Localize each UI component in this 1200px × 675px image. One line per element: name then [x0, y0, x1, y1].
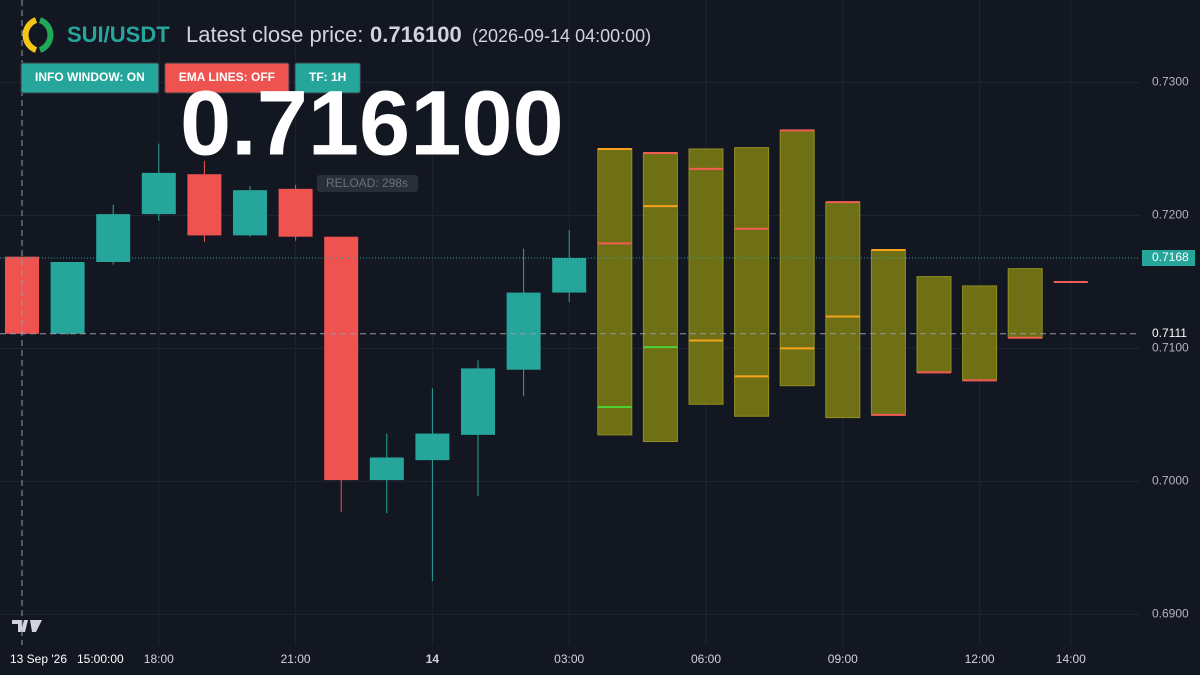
forecast-box [962, 285, 998, 381]
candle-body [233, 190, 267, 236]
x-tick-label: 18:00 [144, 652, 174, 666]
candle-body [141, 172, 176, 215]
tv-logo [12, 620, 42, 632]
candle-body [278, 188, 313, 237]
x-tick-label: 12:00 [965, 652, 995, 666]
candle-body [369, 457, 404, 481]
candle-body [187, 174, 222, 236]
x-tick-label: 06:00 [691, 652, 721, 666]
forecast-box [734, 147, 770, 417]
forecast-box [779, 129, 815, 387]
timestamp: (2026-09-14 04:00:00) [472, 26, 651, 46]
forecast-box [825, 201, 861, 419]
crosshair-time: 15:00:00 [77, 652, 124, 666]
forecast-box [916, 276, 952, 373]
crosshair-date: 13 Sep '26 [10, 652, 67, 666]
candle-body [324, 236, 359, 481]
forecast-box [688, 148, 724, 405]
y-tick-label: 0.7300 [1152, 75, 1189, 89]
crosshair-badge [1142, 326, 1195, 340]
button-label[interactable]: INFO WINDOW: ON [35, 70, 145, 84]
x-tick-label: 14:00 [1056, 652, 1086, 666]
button-bg[interactable] [164, 62, 290, 94]
toggle-button[interactable]: EMA LINES: OFF [164, 62, 290, 94]
reload-badge [317, 175, 418, 192]
button-label[interactable]: TF: 1H [309, 70, 346, 84]
last-price-label: 0.7168 [1152, 250, 1189, 264]
candle-body [552, 258, 587, 293]
forecast-box [870, 249, 906, 416]
x-tick-label: 03:00 [554, 652, 584, 666]
crosshair-price: 0.7111 [1152, 326, 1187, 340]
button-label[interactable]: EMA LINES: OFF [179, 70, 275, 84]
forecast-box [597, 148, 633, 436]
symbol: SUI/USDT [67, 22, 170, 47]
x-tick-label: 09:00 [828, 652, 858, 666]
y-tick-label: 0.7000 [1152, 474, 1189, 488]
price-caption: Latest close price: [186, 22, 363, 47]
reload: RELOAD: 298s [326, 176, 408, 190]
plot-background [0, 0, 1140, 645]
header-price: 0.716100 [370, 22, 462, 47]
y-tick-label: 0.7200 [1152, 208, 1189, 222]
toggle-button[interactable]: TF: 1H [294, 62, 361, 94]
big-price: 0.716100 [180, 72, 564, 174]
logo [22, 17, 54, 53]
x-tick-label: 21:00 [281, 652, 311, 666]
candle-body [50, 261, 85, 334]
candle-body [96, 214, 131, 262]
last-price-badge [1142, 250, 1195, 266]
button-bg[interactable] [294, 62, 361, 94]
x-tick-label: 14 [426, 652, 440, 666]
y-tick-label: 0.7100 [1152, 341, 1189, 355]
y-tick-label: 0.6900 [1152, 607, 1189, 621]
candle-body [461, 368, 495, 435]
candle-body [506, 292, 541, 370]
forecast-box [1007, 268, 1043, 339]
forecast-box [642, 152, 678, 443]
button-bg[interactable] [20, 62, 160, 94]
candle-body [415, 433, 450, 461]
toggle-button[interactable]: INFO WINDOW: ON [20, 62, 160, 94]
